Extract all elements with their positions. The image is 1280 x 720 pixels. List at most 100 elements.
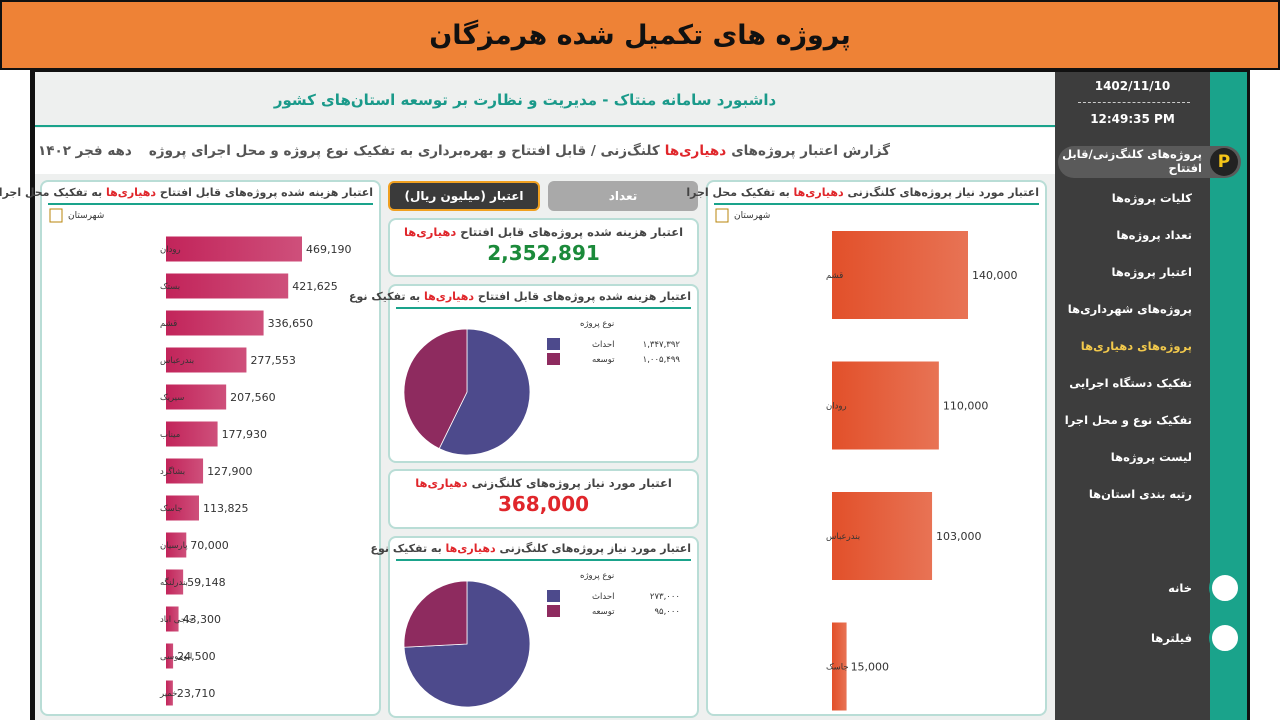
chart-title-part: به تفکیک نوع — [370, 542, 442, 555]
chart-svg: نوع پروژه احداث ۲۷۳,۰۰۰ توسعه ۹۵,۰۰۰ — [403, 571, 680, 708]
value-label: 15,000 — [851, 661, 890, 674]
category-label: بندرعباس — [160, 356, 194, 366]
value-label: 207,560 — [230, 391, 276, 404]
category-label: سیریک — [160, 393, 184, 403]
menu-item[interactable]: رتبه بندی استان‌ها — [1088, 487, 1192, 501]
category-label: میناب — [160, 430, 180, 440]
category-label: رودان — [160, 245, 181, 255]
value-label: 24,500 — [177, 650, 216, 663]
report-period: دهه فجر ۱۴۰۲ — [38, 143, 132, 159]
value-label: 469,190 — [306, 243, 352, 256]
menu-item[interactable]: پروژه‌های دهیاری‌ها — [1080, 339, 1192, 353]
legend-swatch — [547, 590, 560, 602]
banner-title: پروژه های تکمیل شده هرمزگان — [429, 19, 851, 51]
menu-item[interactable]: فیلترها — [1150, 631, 1192, 645]
divider — [1078, 102, 1190, 103]
legend-title: نوع پروژه — [580, 319, 614, 329]
legend-title: نوع پروژه — [580, 571, 614, 581]
sort-icon — [49, 208, 63, 223]
chart-svg: شهرستان رودان 469,190 بستک 421,625 قشم 336,650… — [49, 208, 352, 706]
banner: پروژه های تکمیل شده هرمزگان — [0, 0, 1280, 70]
chart-svg: نوع پروژه احداث ۱,۳۴۷,۳۹۲ توسعه ۱,۰۰۵,۴۹۹ — [403, 319, 681, 456]
kpi-title: اعتبار هزینه شده پروژه‌های قابل افتتاح — [460, 225, 684, 239]
category-label: پارسیان — [160, 541, 188, 551]
chart-title: اعتبار هزینه شده پروژه‌های قابل افتتاح د… — [349, 290, 691, 309]
menu-item[interactable]: اعتبار پروژه‌ها — [1111, 265, 1192, 279]
menu-item[interactable]: تعداد پروژه‌ها — [1116, 228, 1192, 242]
axis-label: شهرستان — [734, 211, 770, 221]
category-label: بندرعباس — [826, 532, 860, 542]
report-highlight: دهیاری‌ها — [664, 143, 727, 159]
sidebar-strip — [1210, 72, 1247, 720]
kpi-value: 2,352,891 — [487, 241, 600, 265]
chart-title-part: دهیاری‌ها — [424, 290, 475, 303]
chart-panel: اعتبار مورد نیاز پروژه‌های کلنگ‌زنی دهیا… — [686, 180, 1047, 716]
legend-value: ۱,۳۴۷,۳۹۲ — [643, 340, 681, 350]
value-label: 70,000 — [190, 539, 229, 552]
value-label: 23,710 — [177, 687, 216, 700]
chart-title-part: دهیاری‌ها — [445, 542, 496, 555]
pie-slice — [438, 328, 531, 456]
chart-title: اعتبار هزینه شده پروژه‌های قابل افتتاح د… — [0, 186, 373, 205]
dashboard-title-text: داشبورد سامانه منتاک - مدیریت و نظارت بر… — [273, 91, 777, 109]
dashboard-title: داشبورد سامانه منتاک - مدیریت و نظارت بر… — [35, 75, 1055, 127]
kpi-title-highlight: دهیاری‌ها — [415, 476, 468, 490]
pie-slice — [403, 580, 468, 648]
menu-item[interactable]: تفکیک دستگاه اجرایی — [1069, 376, 1192, 390]
filter-icon[interactable] — [1209, 622, 1241, 654]
value-label: 277,553 — [250, 354, 295, 367]
chart-panel: اعتبار مورد نیاز پروژه‌های کلنگ‌زنی دهیا… — [371, 536, 699, 718]
category-label: رودان — [826, 402, 847, 412]
kpi-title-highlight: دهیاری‌ها — [403, 225, 457, 239]
time: 12:49:35 PM — [1090, 112, 1175, 126]
value-label: 177,930 — [222, 428, 268, 441]
bar — [166, 606, 179, 632]
legend-value: ۱,۰۰۵,۴۹۹ — [643, 355, 681, 365]
kpi-card: اعتبار مورد نیاز پروژه‌های کلنگ‌زنی دهیا… — [388, 469, 699, 529]
value-label: 103,000 — [936, 530, 982, 543]
category-label: بندرلنگه — [160, 577, 188, 588]
chart-svg: شهرستان قشم 140,000 رودان 110,000 بندرعباس 103… — [715, 208, 1018, 711]
report-end: کلنگ‌زنی / قابل افتتاح و بهره‌برداری به … — [148, 143, 660, 159]
category-label: بستک — [160, 282, 180, 292]
chart-title-part: اعتبار هزینه شده پروژه‌های قابل افتتاح — [159, 186, 373, 199]
bar — [832, 231, 968, 319]
sidebar — [1055, 72, 1210, 720]
menu-item[interactable]: خانه — [1168, 581, 1192, 595]
sort-icon — [715, 208, 729, 223]
kpi-title: اعتبار مورد نیاز پروژه‌های کلنگ‌زنی — [471, 476, 672, 490]
toggle-credit[interactable]: اعتبار (میلیون ریال) — [388, 181, 540, 211]
bar — [166, 236, 302, 262]
category-label: جاسک — [826, 663, 849, 673]
kpi-card: اعتبار هزینه شده پروژه‌های قابل افتتاح د… — [388, 218, 699, 277]
toggle-count[interactable]: تعداد — [548, 181, 698, 211]
legend-label: توسعه — [592, 607, 615, 617]
chart-title-part: اعتبار مورد نیاز پروژه‌های کلنگ‌زنی — [847, 186, 1039, 199]
legend-label: احداث — [592, 592, 614, 602]
home-icon[interactable] — [1209, 572, 1241, 604]
report-start: گزارش اعتبار پروژه‌های — [731, 143, 890, 159]
category-label: قشم — [826, 271, 843, 281]
category-label: جاسک — [160, 504, 183, 514]
menu-item[interactable]: لیست پروژه‌ها — [1110, 450, 1192, 464]
category-label: حاجی اباد — [160, 615, 194, 625]
bar — [832, 622, 847, 711]
bar — [166, 273, 289, 299]
value-label: 127,900 — [207, 465, 253, 478]
bar — [832, 361, 939, 450]
category-label: خمیر — [159, 689, 177, 699]
chart-title-part: دهیاری‌ها — [793, 186, 844, 199]
legend-label: توسعه — [592, 355, 615, 365]
chart-title-part: اعتبار هزینه شده پروژه‌های قابل افتتاح — [477, 290, 691, 303]
bar — [166, 680, 173, 706]
menu-item[interactable]: پروژه‌های شهرداری‌ها — [1067, 302, 1192, 316]
value-label: 336,650 — [268, 317, 314, 330]
report-title: گزارش اعتبار پروژه‌های دهیاری‌ها کلنگ‌زن… — [35, 128, 1055, 174]
bar — [166, 384, 227, 410]
menu-item[interactable]: پروژه‌های کلنگ‌زنی/قابل افتتاح — [1062, 147, 1202, 175]
legend-swatch — [547, 605, 560, 617]
menu-item[interactable]: کلیات پروژه‌ها — [1111, 191, 1192, 205]
value-label: 421,625 — [292, 280, 338, 293]
menu-item[interactable]: تفکیک نوع و محل اجرا — [1064, 413, 1192, 427]
bar — [166, 421, 218, 447]
